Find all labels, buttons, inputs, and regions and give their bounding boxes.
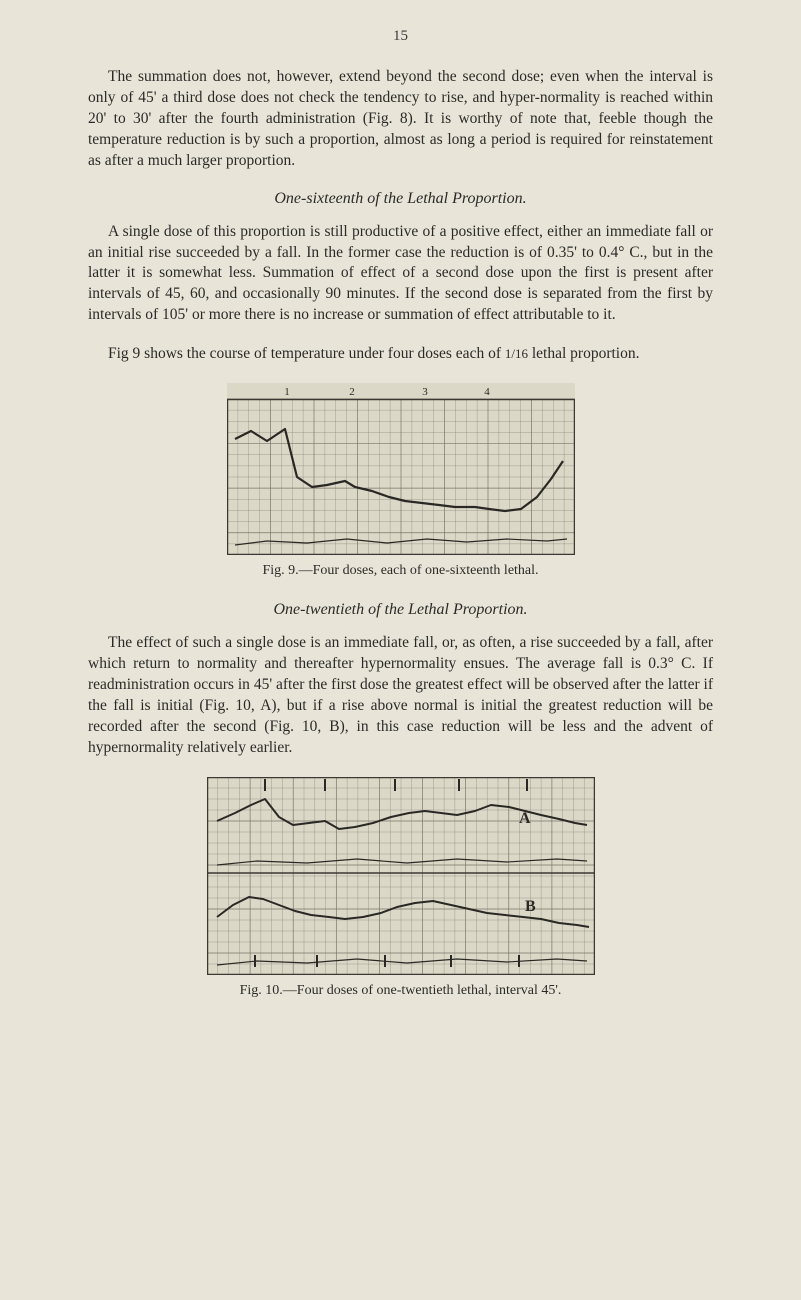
chart-10-svg: AB bbox=[207, 777, 595, 975]
section-title-1: One-sixteenth of the Lethal Proportion. bbox=[88, 190, 713, 208]
figure-9: 1 2 3 4 bbox=[88, 383, 713, 555]
chart-9-svg: 1 2 3 4 bbox=[227, 383, 575, 555]
paragraph-2: A single dose of this proportion is stil… bbox=[88, 222, 713, 327]
figure-10-caption: Fig. 10.—Four doses of one-twentieth let… bbox=[88, 983, 713, 999]
svg-text:4: 4 bbox=[484, 386, 490, 398]
paragraph-3: Fig 9 shows the course of temperature un… bbox=[88, 344, 713, 365]
svg-text:3: 3 bbox=[422, 386, 428, 398]
section-title-2: One-twentieth of the Lethal Proportion. bbox=[88, 601, 713, 619]
svg-text:1: 1 bbox=[284, 386, 290, 398]
figure-9-caption: Fig. 9.—Four doses, each of one-sixteent… bbox=[88, 563, 713, 579]
svg-text:A: A bbox=[519, 810, 531, 827]
figure-10: AB bbox=[88, 777, 713, 975]
para3-post: lethal proportion. bbox=[528, 345, 640, 362]
para3-frac: 1/16 bbox=[505, 346, 528, 361]
paragraph-1: The summation does not, however, extend … bbox=[88, 67, 713, 172]
paragraph-4: The effect of such a single dose is an i… bbox=[88, 633, 713, 759]
page-number: 15 bbox=[88, 28, 713, 45]
para3-pre: Fig 9 shows the course of temperature un… bbox=[108, 345, 505, 362]
svg-text:B: B bbox=[525, 898, 536, 915]
svg-text:2: 2 bbox=[349, 386, 355, 398]
